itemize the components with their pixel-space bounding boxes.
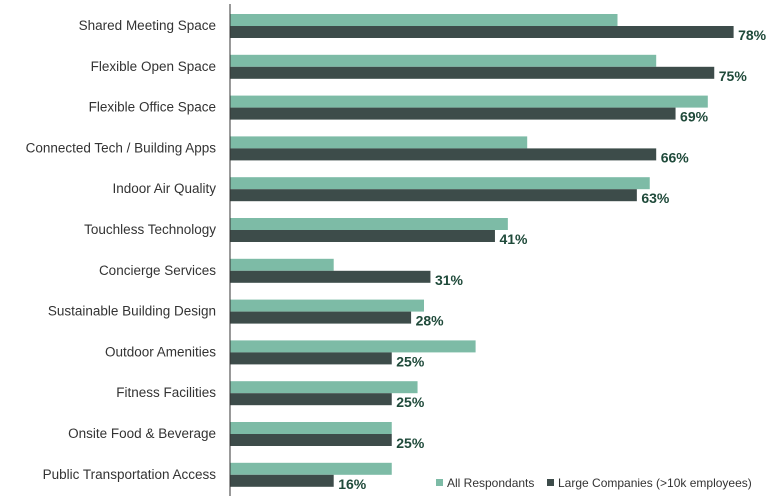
legend-label-large-companies: Large Companies (>10k employees) — [558, 476, 752, 490]
category-labels-group: Shared Meeting Space Flexible Open Space F… — [26, 18, 217, 482]
bar-all-respondants-fitness-facilities — [230, 381, 418, 394]
category-label-connected-tech-building-apps: Connected Tech / Building Apps — [26, 140, 217, 155]
bar-all-respondants-flexible-office-space — [230, 95, 708, 108]
value-label-touchless-technology: 41% — [499, 231, 528, 247]
category-label-flexible-open-space: Flexible Open Space — [91, 59, 216, 74]
bar-all-respondants-shared-meeting-space — [230, 14, 618, 26]
category-label-flexible-office-space: Flexible Office Space — [89, 100, 216, 115]
bar-large-companies-connected-tech-building-apps — [230, 148, 657, 161]
bar-large-companies-indoor-air-quality — [230, 189, 637, 202]
bar-all-respondants-connected-tech-building-apps — [230, 136, 528, 149]
bar-large-companies-sustainable-building-design — [230, 311, 412, 324]
value-label-fitness-facilities: 25% — [396, 394, 425, 410]
bar-all-respondants-concierge-services — [230, 258, 334, 271]
category-label-public-transportation-access: Public Transportation Access — [43, 467, 217, 482]
bar-all-respondants-sustainable-building-design — [230, 299, 424, 312]
bar-all-respondants-indoor-air-quality — [230, 177, 650, 190]
bar-all-respondants-flexible-open-space — [230, 54, 657, 67]
category-label-outdoor-amenities: Outdoor Amenities — [105, 344, 216, 359]
category-label-touchless-technology: Touchless Technology — [84, 222, 216, 237]
bars-group — [230, 14, 734, 487]
bar-large-companies-fitness-facilities — [230, 393, 392, 406]
value-label-flexible-office-space: 69% — [680, 109, 709, 125]
value-label-onsite-food-beverage: 25% — [396, 435, 425, 451]
bar-large-companies-onsite-food-beverage — [230, 434, 392, 446]
value-label-outdoor-amenities: 25% — [396, 353, 425, 369]
bar-large-companies-shared-meeting-space — [230, 26, 734, 38]
bar-large-companies-outdoor-amenities — [230, 352, 392, 365]
bar-large-companies-touchless-technology — [230, 230, 495, 242]
value-labels-group: 78% 75% 69% 66% 63% 41% 31% 28% 25% 25% 25% 16% — [338, 27, 766, 492]
value-label-flexible-open-space: 75% — [719, 68, 748, 84]
bar-large-companies-public-transportation-access — [230, 474, 334, 487]
value-label-connected-tech-building-apps: 66% — [661, 149, 690, 165]
legend-label-all-respondants: All Respondants — [447, 476, 534, 490]
bar-large-companies-flexible-office-space — [230, 107, 676, 120]
legend-swatch-large-companies — [547, 479, 554, 486]
category-label-fitness-facilities: Fitness Facilities — [116, 385, 216, 400]
category-label-onsite-food-beverage: Onsite Food & Beverage — [68, 426, 216, 441]
legend-swatch-all-respondants — [436, 479, 443, 486]
bar-all-respondants-public-transportation-access — [230, 462, 392, 475]
category-label-sustainable-building-design: Sustainable Building Design — [48, 304, 216, 319]
category-label-concierge-services: Concierge Services — [99, 263, 216, 278]
bar-large-companies-concierge-services — [230, 270, 431, 283]
category-label-shared-meeting-space: Shared Meeting Space — [79, 18, 216, 33]
legend: All Respondants Large Companies (>10k em… — [436, 476, 752, 490]
bar-large-companies-flexible-open-space — [230, 66, 715, 79]
value-label-shared-meeting-space: 78% — [738, 27, 767, 43]
bar-all-respondants-outdoor-amenities — [230, 340, 476, 353]
value-label-sustainable-building-design: 28% — [416, 313, 445, 329]
bar-all-respondants-touchless-technology — [230, 218, 508, 230]
value-label-concierge-services: 31% — [435, 272, 464, 288]
value-label-indoor-air-quality: 63% — [641, 190, 670, 206]
category-label-indoor-air-quality: Indoor Air Quality — [112, 181, 216, 196]
bar-all-respondants-onsite-food-beverage — [230, 422, 392, 434]
value-label-public-transportation-access: 16% — [338, 476, 367, 492]
